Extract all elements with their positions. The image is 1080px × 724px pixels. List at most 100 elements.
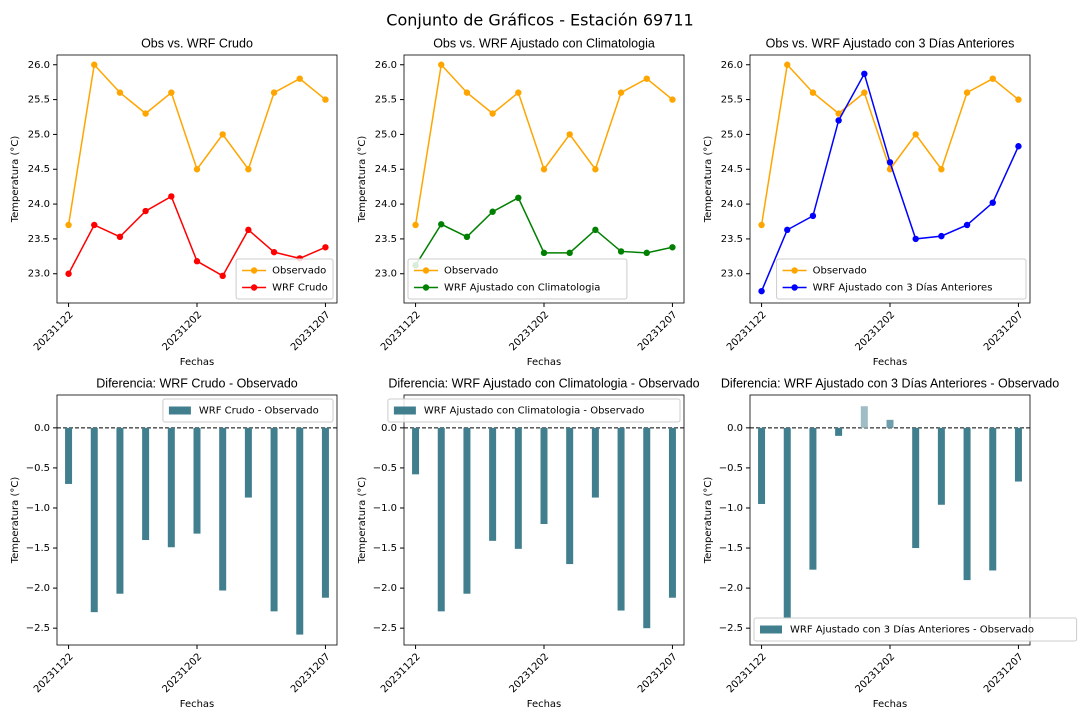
axes-frame (403, 54, 685, 304)
point (669, 244, 676, 251)
y-tick-label: −2.5 (373, 623, 397, 634)
legend-label: WRF Crudo - Observado (199, 406, 319, 417)
point (809, 212, 817, 220)
y-tick-label: 23.5 (721, 234, 743, 245)
axes-frame (56, 54, 338, 304)
x-tick-label: 20231202 (853, 309, 897, 353)
point (296, 75, 303, 82)
y-tick-label: −0.5 (719, 463, 743, 474)
point (91, 221, 98, 229)
point (809, 89, 817, 96)
subplot: Diferencia: WRF Ajustado con Climatologi… (357, 376, 700, 710)
legend-marker (791, 284, 798, 291)
x-tick-label: 20231122 (379, 651, 423, 695)
bar (963, 427, 971, 581)
bar (463, 427, 471, 594)
legend-label: WRF Ajustado con Climatologia - Observad… (424, 406, 645, 417)
point (219, 272, 226, 280)
bar (412, 427, 420, 475)
series-line (67, 63, 326, 226)
point (116, 89, 124, 96)
y-tick-label: −2.5 (26, 623, 50, 634)
y-tick-label: −1.0 (719, 503, 743, 514)
bar (116, 427, 124, 594)
subplot: Diferencia: WRF Ajustado con 3 Días Ante… (703, 376, 1078, 710)
subplot: Obs vs. WRF Ajustado con Climatologia Fec… (357, 36, 685, 368)
subplot-title: Obs vs. WRF Ajustado con Climatologia (433, 36, 655, 50)
point (938, 232, 945, 240)
subplot-title: Diferencia: WRF Crudo - Observado (96, 376, 298, 390)
x-axis-label: Fechas (180, 357, 215, 368)
legend-patch (168, 406, 191, 415)
point (643, 75, 650, 82)
legend-patch (760, 625, 782, 634)
bar (1014, 427, 1022, 482)
point (168, 89, 175, 96)
y-tick-label: 0.0 (34, 423, 50, 434)
bar (912, 427, 920, 549)
y-tick-label: −0.5 (26, 463, 50, 474)
point (617, 248, 625, 255)
legend-marker (250, 267, 258, 274)
x-tick-label: 20231207 (289, 651, 333, 695)
legend-box (407, 258, 628, 300)
x-tick-label: 20231122 (725, 309, 769, 353)
axes-frame (749, 394, 1031, 646)
y-axis-label: Temperatura (°C) (357, 477, 368, 565)
x-tick-label: 20231207 (982, 651, 1026, 695)
y-tick-label: 25.0 (375, 129, 397, 140)
point (963, 89, 971, 96)
point (861, 70, 868, 78)
legend-box (162, 398, 334, 423)
y-tick-label: 25.5 (28, 95, 50, 106)
bar (167, 427, 175, 548)
bar (514, 427, 522, 549)
point (989, 75, 996, 82)
bar (668, 427, 676, 598)
y-tick-label: 26.0 (28, 60, 50, 71)
y-tick-label: 23.5 (28, 234, 50, 245)
legend-marker (422, 284, 430, 291)
y-tick-label: −1.5 (26, 543, 50, 554)
y-tick-label: 25.5 (721, 95, 743, 106)
point (592, 166, 599, 173)
point (963, 221, 971, 229)
subplot-title: Obs vs. WRF Ajustado con 3 Días Anterior… (766, 36, 1015, 50)
bar (886, 419, 894, 428)
y-tick-label: 25.5 (375, 95, 397, 106)
y-tick-label: 25.0 (721, 129, 743, 140)
point (758, 287, 765, 295)
y-tick-label: 25.0 (28, 129, 50, 140)
x-tick-label: 20231202 (507, 651, 551, 695)
point (245, 166, 252, 173)
subplot-title: Obs vs. WRF Crudo (141, 36, 253, 50)
point (669, 96, 676, 103)
point (116, 233, 124, 241)
point (1015, 96, 1022, 103)
axes-frame (56, 394, 338, 646)
bar (643, 427, 651, 629)
point (938, 166, 945, 173)
legend-label: WRF Ajustado con 3 Días Anteriores - Obs… (790, 624, 1034, 636)
y-axis-label: Temperatura (°C) (10, 136, 21, 224)
legend-label: WRF Crudo (272, 283, 328, 294)
point (65, 221, 72, 229)
y-axis-label: Temperatura (°C) (703, 477, 714, 565)
bar (937, 427, 945, 505)
bar (489, 427, 497, 541)
point (270, 248, 278, 256)
y-tick-label: 0.0 (727, 423, 743, 434)
bar (437, 427, 445, 612)
legend-box (753, 617, 1078, 642)
point (592, 226, 599, 234)
y-tick-label: 23.0 (375, 269, 397, 280)
bar (65, 427, 73, 484)
axes-frame (749, 54, 1031, 304)
legend-label: Observado (813, 266, 867, 277)
bar (90, 427, 98, 613)
point (142, 110, 149, 117)
subplot: Diferencia: WRF Crudo - Observado Fechas T… (10, 376, 338, 710)
point (270, 89, 278, 96)
x-axis-label: Fechas (527, 357, 562, 368)
